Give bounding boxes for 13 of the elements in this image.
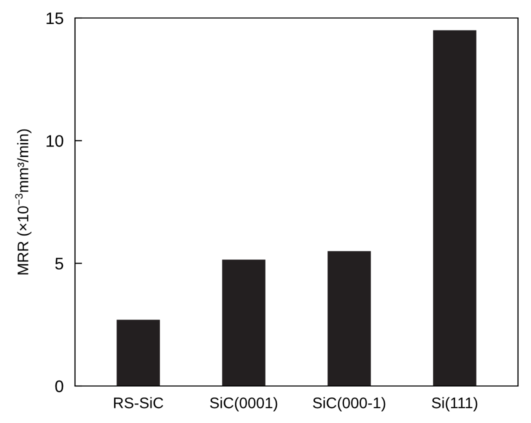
x-tick-label: RS-SiC: [114, 397, 164, 408]
bar: [116, 320, 160, 386]
x-tick-label: Si(111): [432, 397, 478, 412]
y-tick-label: 10: [46, 135, 64, 147]
y-axis-title: MRR (×10$^{−3}$mm³/min): [15, 129, 32, 274]
y-tick-label: 5: [55, 258, 64, 270]
bar: [222, 260, 266, 386]
y-tick-label: 0: [55, 380, 64, 392]
x-tick-label: SiC(0001): [210, 397, 278, 412]
bar: [328, 251, 371, 386]
y-tick-label: 15: [46, 12, 64, 24]
bar: [433, 30, 476, 386]
x-tick-label: SiC(000-1): [313, 397, 386, 412]
